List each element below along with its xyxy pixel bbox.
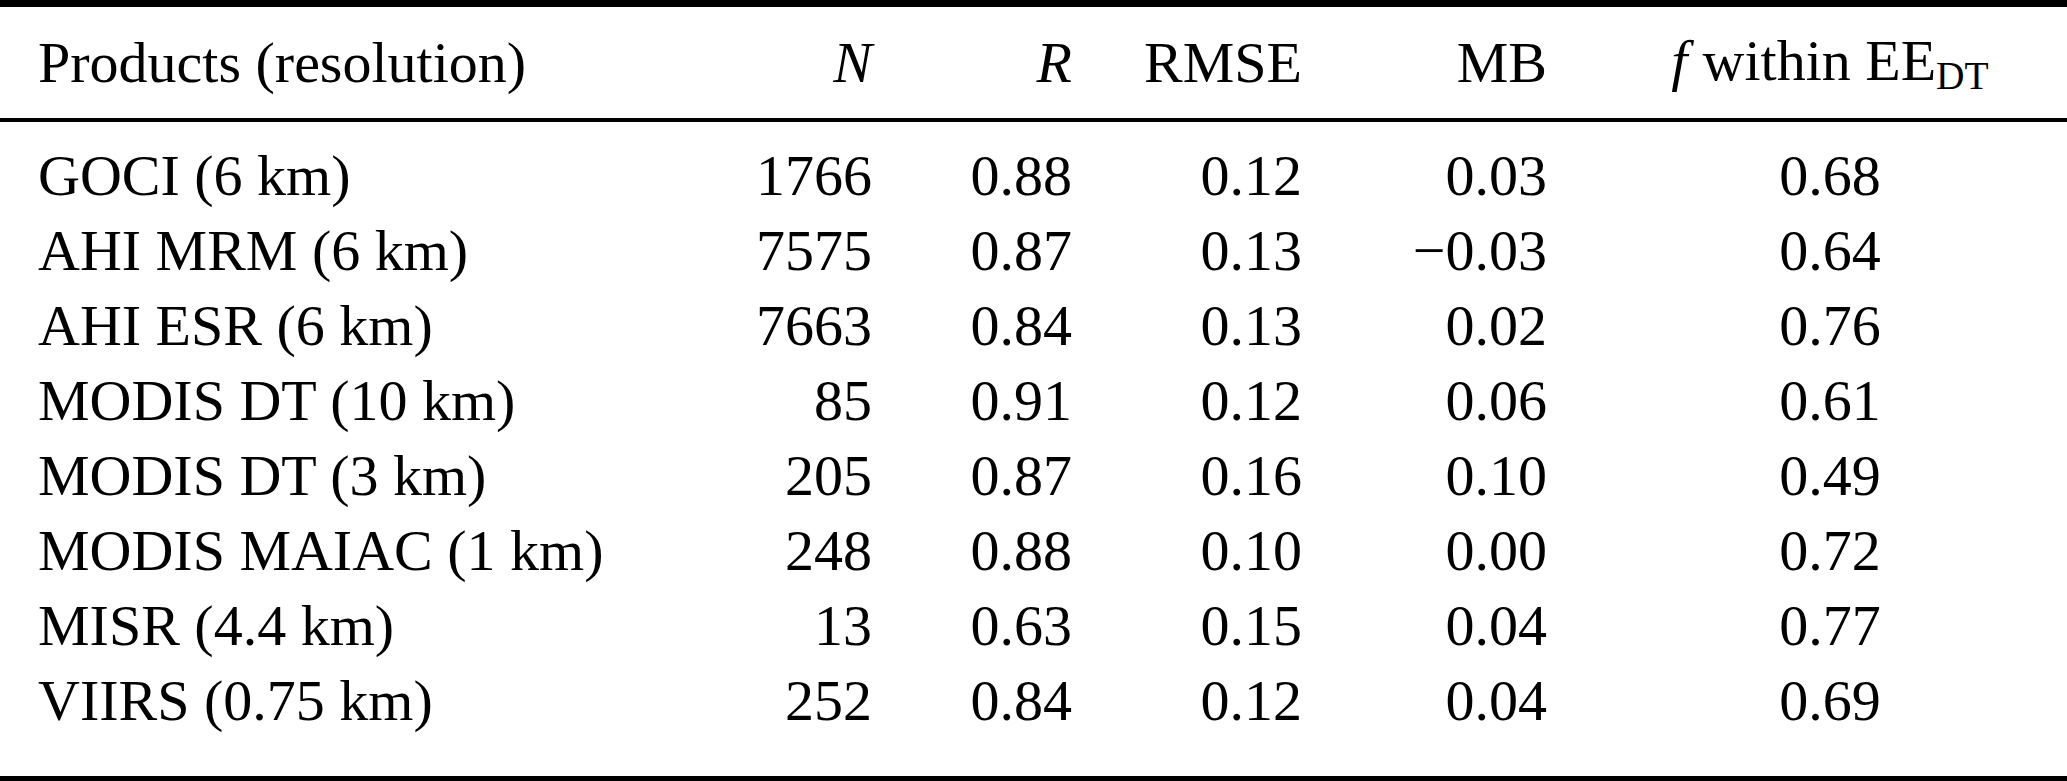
r-cell: 0.87	[872, 217, 1072, 284]
header-products: Products (resolution)	[0, 29, 660, 96]
f-within-ee-cell: 0.76	[1547, 292, 2067, 359]
header-rmse: RMSE	[1072, 29, 1302, 96]
header-r: R	[872, 29, 1072, 96]
f-within-ee-cell: 0.64	[1547, 217, 2067, 284]
product-cell: MODIS DT (10 km)	[0, 367, 660, 434]
table-header-row: Products (resolution) N R RMSE MB fwithi…	[0, 7, 2067, 118]
header-n: N	[660, 29, 872, 96]
mb-cell: 0.04	[1302, 592, 1547, 659]
mb-cell: 0.03	[1302, 142, 1547, 209]
rmse-cell: 0.12	[1072, 367, 1302, 434]
table-body: GOCI (6 km) 1766 0.88 0.12 0.03 0.68 AHI…	[0, 122, 2067, 776]
table-row: MODIS DT (10 km) 85 0.91 0.12 0.06 0.61	[0, 363, 2067, 438]
r-cell: 0.84	[872, 292, 1072, 359]
f-within-ee-cell: 0.69	[1547, 667, 2067, 734]
product-cell: AHI MRM (6 km)	[0, 217, 660, 284]
rmse-cell: 0.16	[1072, 442, 1302, 509]
f-within-ee-cell: 0.49	[1547, 442, 2067, 509]
mb-cell: 0.00	[1302, 517, 1547, 584]
r-cell: 0.91	[872, 367, 1072, 434]
product-cell: MISR (4.4 km)	[0, 592, 660, 659]
r-cell: 0.88	[872, 142, 1072, 209]
n-cell: 7663	[660, 292, 872, 359]
mb-cell: 0.06	[1302, 367, 1547, 434]
f-within-ee-cell: 0.61	[1547, 367, 2067, 434]
table-row: VIIRS (0.75 km) 252 0.84 0.12 0.04 0.69	[0, 663, 2067, 738]
rmse-cell: 0.10	[1072, 517, 1302, 584]
table-row: MODIS DT (3 km) 205 0.87 0.16 0.10 0.49	[0, 438, 2067, 513]
product-cell: MODIS MAIAC (1 km)	[0, 517, 660, 584]
f-within-ee-cell: 0.77	[1547, 592, 2067, 659]
r-cell: 0.84	[872, 667, 1072, 734]
product-cell: AHI ESR (6 km)	[0, 292, 660, 359]
n-cell: 85	[660, 367, 872, 434]
rmse-cell: 0.12	[1072, 142, 1302, 209]
table-row: AHI MRM (6 km) 7575 0.87 0.13 −0.03 0.64	[0, 213, 2067, 288]
mb-cell: 0.10	[1302, 442, 1547, 509]
product-cell: GOCI (6 km)	[0, 142, 660, 209]
product-cell: VIIRS (0.75 km)	[0, 667, 660, 734]
f-within-ee-cell: 0.68	[1547, 142, 2067, 209]
rmse-cell: 0.15	[1072, 592, 1302, 659]
header-mb: MB	[1302, 29, 1547, 96]
mb-cell: −0.03	[1302, 217, 1547, 284]
header-f-symbol: f	[1671, 28, 1687, 93]
table-row: MODIS MAIAC (1 km) 248 0.88 0.10 0.00 0.…	[0, 513, 2067, 588]
table-row: MISR (4.4 km) 13 0.63 0.15 0.04 0.77	[0, 588, 2067, 663]
n-cell: 13	[660, 592, 872, 659]
n-cell: 248	[660, 517, 872, 584]
mb-cell: 0.04	[1302, 667, 1547, 734]
validation-stats-table: Products (resolution) N R RMSE MB fwithi…	[0, 0, 2067, 781]
table-row: GOCI (6 km) 1766 0.88 0.12 0.03 0.68	[0, 138, 2067, 213]
rmse-cell: 0.13	[1072, 217, 1302, 284]
product-cell: MODIS DT (3 km)	[0, 442, 660, 509]
f-within-ee-cell: 0.72	[1547, 517, 2067, 584]
header-ee-dt-subscript: DT	[1936, 53, 1989, 97]
rmse-cell: 0.12	[1072, 667, 1302, 734]
table-row: AHI ESR (6 km) 7663 0.84 0.13 0.02 0.76	[0, 288, 2067, 363]
mb-cell: 0.02	[1302, 292, 1547, 359]
header-f-text: within EE	[1703, 28, 1937, 93]
bottom-rule	[0, 776, 2067, 781]
rmse-cell: 0.13	[1072, 292, 1302, 359]
r-cell: 0.87	[872, 442, 1072, 509]
n-cell: 205	[660, 442, 872, 509]
n-cell: 7575	[660, 217, 872, 284]
n-cell: 1766	[660, 142, 872, 209]
top-rule	[0, 0, 2067, 7]
r-cell: 0.88	[872, 517, 1072, 584]
r-cell: 0.63	[872, 592, 1072, 659]
header-f-within-ee: fwithin EEDT	[1547, 27, 2067, 99]
n-cell: 252	[660, 667, 872, 734]
